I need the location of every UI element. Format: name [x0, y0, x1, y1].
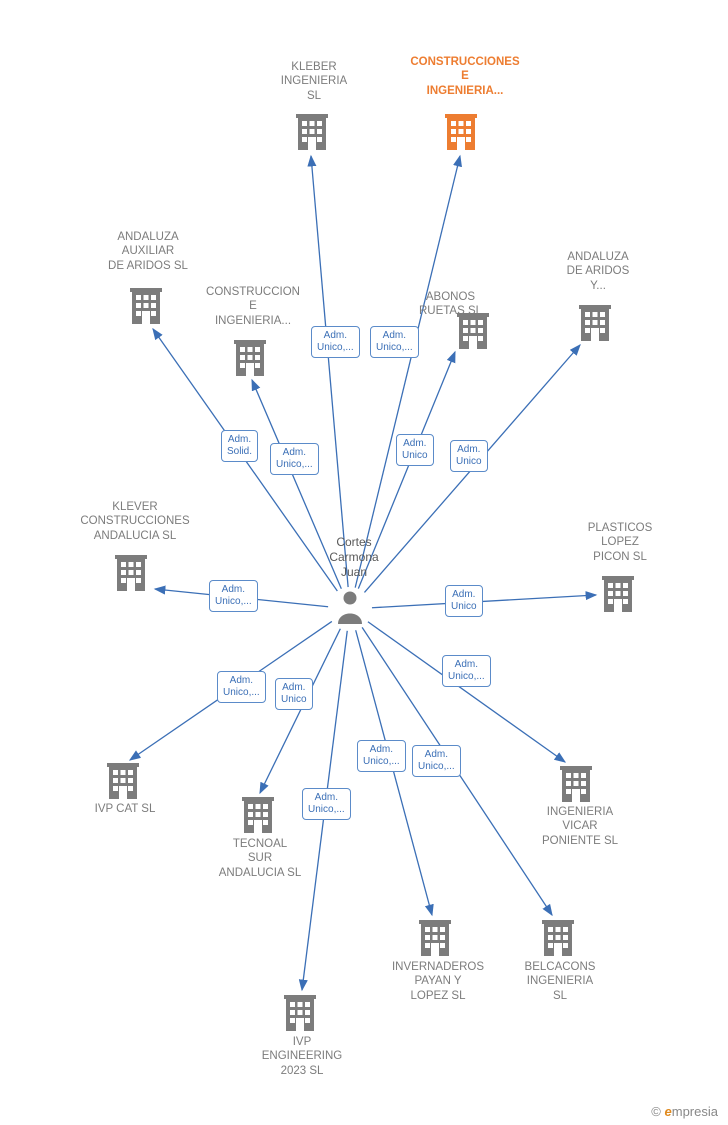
relationship-label[interactable]: Adm. Unico,...: [217, 671, 266, 703]
company-node-label[interactable]: ANDALUZA AUXILIAR DE ARIDOS SL: [98, 230, 198, 273]
building-icon[interactable]: [600, 574, 636, 619]
relationship-label[interactable]: Adm. Unico,...: [302, 788, 351, 820]
footer-branding: © empresia: [651, 1104, 718, 1119]
company-node-label[interactable]: PLASTICOS LOPEZ PICON SL: [580, 521, 660, 564]
relationship-label[interactable]: Adm. Unico,...: [357, 740, 406, 772]
person-icon: [336, 590, 364, 629]
relationship-label[interactable]: Adm. Unico: [445, 585, 483, 617]
building-icon[interactable]: [417, 918, 453, 963]
relationship-arrow: [260, 629, 340, 793]
relationship-label[interactable]: Adm. Solid.: [221, 430, 258, 462]
brand-rest: mpresia: [672, 1104, 718, 1119]
company-node-label[interactable]: KLEVER CONSTRUCCIONES ANDALUCIA SL: [70, 500, 200, 543]
center-person-label: Cortes Carmona Juan: [324, 535, 384, 580]
relationship-label[interactable]: Adm. Unico: [396, 434, 434, 466]
company-node-label[interactable]: KLEBER INGENIERIA SL: [269, 60, 359, 103]
copyright-symbol: ©: [651, 1104, 661, 1119]
relationship-arrow: [355, 156, 460, 588]
building-icon[interactable]: [455, 311, 491, 356]
relationship-label[interactable]: Adm. Unico,...: [442, 655, 491, 687]
building-icon[interactable]: [540, 918, 576, 963]
building-icon[interactable]: [294, 112, 330, 157]
company-node-label[interactable]: ANDALUZA DE ARIDOS Y...: [553, 250, 643, 293]
company-node-label[interactable]: BELCACONS INGENIERIA SL: [510, 960, 610, 1003]
building-icon[interactable]: [113, 553, 149, 598]
relationship-arrow: [311, 156, 348, 587]
relationship-arrow: [372, 595, 596, 608]
relationship-label[interactable]: Adm. Unico,...: [270, 443, 319, 475]
company-node-label[interactable]: TECNOAL SUR ANDALUCIA SL: [210, 837, 310, 880]
company-node-label[interactable]: CONSTRUCCIONES E INGENIERIA...: [395, 55, 535, 98]
relationship-label[interactable]: Adm. Unico: [275, 678, 313, 710]
building-icon[interactable]: [577, 303, 613, 348]
building-icon[interactable]: [558, 764, 594, 809]
relationship-label[interactable]: Adm. Unico: [450, 440, 488, 472]
relationship-label[interactable]: Adm. Unico,...: [370, 326, 419, 358]
building-icon[interactable]: [443, 112, 479, 157]
brand-e: e: [665, 1104, 672, 1119]
company-node-label[interactable]: IVP ENGINEERING 2023 SL: [252, 1035, 352, 1078]
relationship-label[interactable]: Adm. Unico,...: [311, 326, 360, 358]
relationship-label[interactable]: Adm. Unico,...: [412, 745, 461, 777]
building-icon[interactable]: [232, 338, 268, 383]
building-icon[interactable]: [240, 795, 276, 840]
building-icon[interactable]: [128, 286, 164, 331]
company-node-label[interactable]: INGENIERIA VICAR PONIENTE SL: [530, 805, 630, 848]
building-icon[interactable]: [282, 993, 318, 1038]
company-node-label[interactable]: CONSTRUCCION E INGENIERIA...: [198, 285, 308, 328]
building-icon[interactable]: [105, 761, 141, 806]
company-node-label[interactable]: INVERNADEROS PAYAN Y LOPEZ SL: [383, 960, 493, 1003]
relationship-label[interactable]: Adm. Unico,...: [209, 580, 258, 612]
